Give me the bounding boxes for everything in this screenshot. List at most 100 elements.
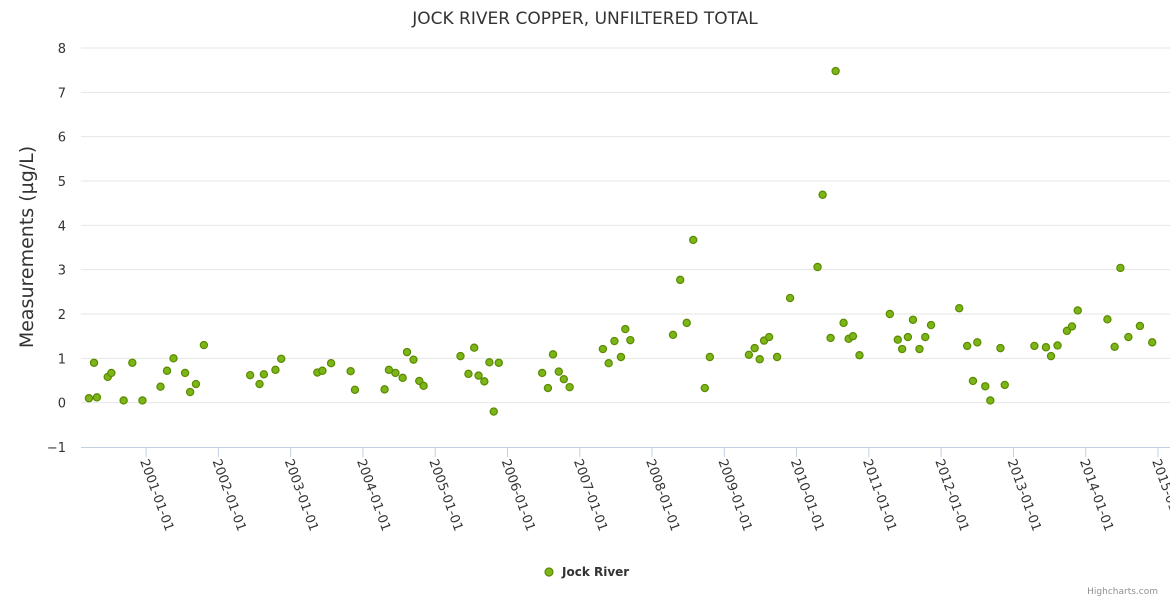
data-point[interactable] [92,393,102,402]
data-point[interactable] [180,368,190,378]
data-point[interactable] [755,355,764,364]
data-point[interactable] [138,396,147,405]
data-point[interactable] [380,385,389,394]
data-point[interactable] [885,309,895,319]
data-point[interactable] [1116,263,1125,273]
data-point[interactable] [668,330,678,340]
data-point[interactable] [409,355,418,364]
data-point[interactable] [470,343,479,352]
data-point[interactable] [908,315,918,324]
data-point[interactable] [855,351,864,360]
data-point[interactable] [893,335,902,344]
data-point[interactable] [772,352,782,362]
data-point[interactable] [474,371,483,380]
data-point[interactable] [185,387,195,397]
data-point[interactable] [326,359,336,368]
data-point[interactable] [1046,351,1056,361]
data-point[interactable] [818,190,827,199]
data-point[interactable] [464,369,473,379]
data-point[interactable] [813,262,822,272]
data-point[interactable] [764,332,774,342]
data-point[interactable] [1073,306,1082,315]
data-point[interactable] [1103,315,1112,324]
data-point[interactable] [996,343,1005,353]
data-point[interactable] [897,344,907,354]
data-point[interactable] [456,351,465,361]
data-point[interactable] [839,318,848,328]
data-point[interactable] [955,304,964,313]
data-point[interactable] [1110,342,1119,352]
data-point[interactable] [255,379,264,389]
data-point[interactable] [962,341,972,351]
data-point[interactable] [826,333,835,343]
data-point[interactable] [1124,332,1133,342]
data-point[interactable] [986,396,995,405]
data-point[interactable] [915,344,924,354]
data-point[interactable] [480,377,489,386]
data-point[interactable] [700,383,709,393]
data-point[interactable] [350,385,360,395]
data-point[interactable] [1041,343,1051,352]
data-point[interactable] [489,407,498,416]
data-point[interactable] [621,324,630,334]
data-point[interactable] [968,376,978,386]
data-point[interactable] [402,347,412,357]
data-point[interactable] [494,358,503,367]
data-point[interactable] [1135,321,1145,331]
data-point[interactable] [391,368,400,378]
data-point[interactable] [981,382,990,391]
data-point[interactable] [744,350,754,359]
data-point[interactable] [626,335,635,345]
legend-label[interactable]: Jock River [561,565,629,579]
data-point[interactable] [318,366,327,375]
data-point[interactable] [1148,338,1157,347]
data-point[interactable] [384,365,394,375]
data-point[interactable] [191,379,201,389]
data-point[interactable] [848,331,858,341]
credits-link[interactable]: Highcharts.com [1087,587,1158,597]
data-point[interactable] [398,373,407,383]
data-point[interactable] [89,358,99,367]
data-point[interactable] [610,336,619,346]
data-point[interactable] [676,275,685,285]
data-point[interactable] [271,365,280,375]
data-point[interactable] [119,396,128,405]
data-point[interactable] [926,320,936,330]
data-point[interactable] [1000,380,1009,390]
data-point[interactable] [554,367,563,376]
data-point[interactable] [598,344,608,354]
data-point[interactable] [1053,341,1062,350]
data-point[interactable] [1067,322,1077,331]
data-point[interactable] [1030,341,1039,351]
data-point[interactable] [162,366,172,375]
data-point[interactable] [831,66,840,76]
data-point[interactable] [128,358,137,367]
data-point[interactable] [485,358,494,367]
data-point[interactable] [921,332,930,342]
data-point[interactable] [169,354,178,363]
data-point[interactable] [705,352,715,362]
data-point[interactable] [277,354,286,363]
data-point[interactable] [259,370,269,379]
data-point[interactable] [107,368,116,378]
data-point[interactable] [785,293,795,303]
data-point[interactable] [548,350,558,359]
data-point[interactable] [537,368,547,378]
legend[interactable]: Jock River [544,565,629,579]
data-point[interactable] [604,359,613,368]
data-point[interactable] [903,332,913,342]
data-point[interactable] [616,352,626,362]
data-point[interactable] [156,382,165,391]
data-point[interactable] [689,235,698,245]
data-point[interactable] [84,394,94,403]
data-point[interactable] [245,370,255,380]
data-point[interactable] [543,383,553,393]
data-point[interactable] [565,382,574,392]
data-point[interactable] [682,318,691,328]
data-point[interactable] [559,374,569,384]
data-point[interactable] [346,366,355,376]
data-point[interactable] [750,343,759,353]
data-point[interactable] [419,381,428,391]
data-point[interactable] [973,338,982,347]
data-point[interactable] [199,340,209,350]
